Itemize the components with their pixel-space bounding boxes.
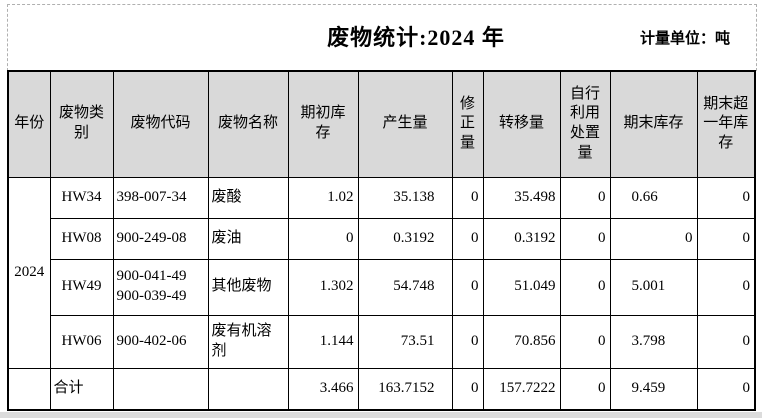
col-header-correction: 修 正 量 xyxy=(451,70,484,178)
cell-generated: 73.51 xyxy=(357,314,453,369)
col-header-waste-category: 废物类 别 xyxy=(49,70,114,178)
cell-opening-stock: 1.144 xyxy=(287,314,359,369)
cell-category: HW34 xyxy=(49,176,114,219)
cell-self-disposal: 0 xyxy=(559,367,611,411)
cell-generated: 54.748 xyxy=(357,258,453,316)
cell-transferred: 35.498 xyxy=(482,176,561,219)
header-row: 年份 废物类 别 废物代码 废物名称 期初库 存 产生量 修 正 量 转移量 自… xyxy=(7,70,756,178)
cell-correction: 0 xyxy=(451,367,484,411)
cell-correction: 0 xyxy=(451,314,484,369)
table-row: HW49 900-041-49 900-039-49 其他废物 1.302 54… xyxy=(8,258,756,316)
report-title: 废物统计:2024 年 xyxy=(327,25,505,50)
cell-closing-over-one-year: 0 xyxy=(696,367,756,411)
cell-name: 废酸 xyxy=(207,176,289,219)
col-header-self-disposal: 自行 利用 处置 量 xyxy=(559,70,611,178)
cell-closing-over-one-year: 0 xyxy=(696,314,756,369)
waste-statistics-table: 年份 废物类 别 废物代码 废物名称 期初库 存 产生量 修 正 量 转移量 自… xyxy=(7,70,756,411)
total-row: 合计 3.466 163.7152 0 157.7222 0 9.459 0 xyxy=(7,367,756,411)
cell-closing-over-one-year: 0 xyxy=(696,217,756,260)
cell-name: 其他废物 xyxy=(207,258,289,316)
cell-correction: 0 xyxy=(451,176,484,219)
cell-correction: 0 xyxy=(451,258,484,316)
cell-opening-stock: 0 xyxy=(287,217,359,260)
cell-code xyxy=(112,367,209,411)
cell-transferred: 0.3192 xyxy=(482,217,561,260)
cell-closing-stock: 5.001 xyxy=(609,258,698,316)
cell-closing-stock: 0.66 xyxy=(609,176,698,219)
cell-self-disposal: 0 xyxy=(559,258,611,316)
cell-generated: 0.3192 xyxy=(357,217,453,260)
cell-closing-stock: 9.459 xyxy=(609,367,698,411)
cell-category: HW49 xyxy=(49,258,114,316)
col-header-generated: 产生量 xyxy=(357,70,453,178)
cell-category: HW06 xyxy=(49,314,114,369)
cell-transferred: 157.7222 xyxy=(482,367,561,411)
cell-opening-stock: 1.02 xyxy=(287,176,359,219)
col-header-closing-over-one-year: 期末超 一年库 存 xyxy=(696,70,756,178)
cell-self-disposal: 0 xyxy=(559,314,611,369)
print-area-dashed-border xyxy=(7,4,757,71)
col-header-year: 年份 xyxy=(7,70,51,178)
col-header-closing-stock: 期末库存 xyxy=(609,70,698,178)
col-header-transferred: 转移量 xyxy=(482,70,561,178)
cell-correction: 0 xyxy=(451,217,484,260)
cell-closing-stock: 3.798 xyxy=(609,314,698,369)
col-header-waste-name: 废物名称 xyxy=(207,70,289,178)
cell-year xyxy=(7,367,51,411)
cell-closing-stock: 0 xyxy=(609,217,698,260)
table-row: HW08 900-249-08 废油 0 0.3192 0 0.3192 0 0… xyxy=(8,217,756,260)
cell-transferred: 70.856 xyxy=(482,314,561,369)
cell-transferred: 51.049 xyxy=(482,258,561,316)
cell-name: 废有机溶 剂 xyxy=(207,314,289,369)
cell-code: 900-249-08 xyxy=(112,217,209,260)
cell-code: 398-007-34 xyxy=(112,176,209,219)
table-row: HW06 900-402-06 废有机溶 剂 1.144 73.51 0 70.… xyxy=(8,314,756,369)
col-header-opening-stock: 期初库 存 xyxy=(287,70,359,178)
col-header-waste-code: 废物代码 xyxy=(112,70,209,178)
cell-code: 900-402-06 xyxy=(112,314,209,369)
cell-closing-over-one-year: 0 xyxy=(696,176,756,219)
cell-self-disposal: 0 xyxy=(559,217,611,260)
cell-opening-stock: 3.466 xyxy=(287,367,359,411)
cell-generated: 35.138 xyxy=(357,176,453,219)
cell-code: 900-041-49 900-039-49 xyxy=(112,258,209,316)
cell-closing-over-one-year: 0 xyxy=(696,258,756,316)
cell-category: HW08 xyxy=(49,217,114,260)
table-row: 2024 HW34 398-007-34 废酸 1.02 35.138 0 35… xyxy=(7,176,756,369)
sheet-edge-strip xyxy=(0,412,762,418)
cell-total-label: 合计 xyxy=(49,367,114,411)
cell-self-disposal: 0 xyxy=(559,176,611,219)
cell-name: 废油 xyxy=(207,217,289,260)
cell-opening-stock: 1.302 xyxy=(287,258,359,316)
unit-note: 计量单位：吨 xyxy=(639,31,730,47)
cell-name xyxy=(207,367,289,411)
cell-generated: 163.7152 xyxy=(357,367,453,411)
cell-year: 2024 xyxy=(7,176,51,369)
